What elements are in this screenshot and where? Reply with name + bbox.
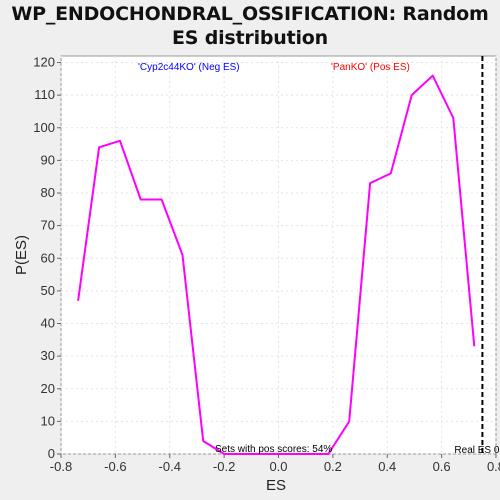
grid-lines — [60, 56, 497, 455]
y-tick-label: 120 — [33, 55, 55, 70]
y-tick-label: 70 — [41, 218, 55, 233]
y-tick-label: 30 — [41, 348, 55, 363]
y-tick-label: 10 — [41, 413, 55, 428]
y-tick-label: 90 — [41, 152, 55, 167]
y-tick-label: 20 — [41, 381, 55, 396]
pos-scores-label: Sets with pos scores: 54% — [215, 444, 332, 455]
y-tick-label: 100 — [33, 120, 55, 135]
axis-ticks: 0 10 20 30 40 50 60 70 80 90 100 110 120 -0.8 -0.6 -0.4… — [33, 55, 500, 474]
real-es-layer: Real ES 0.7 — [454, 56, 500, 456]
x-tick-label: 0.2 — [324, 459, 342, 474]
x-tick-label: -0.8 — [50, 459, 72, 474]
x-tick-label: 0.0 — [269, 459, 287, 474]
x-tick-label: 0.4 — [378, 459, 396, 474]
real-es-label: Real ES 0.7 — [454, 445, 500, 456]
x-tick-label: -0.4 — [159, 459, 181, 474]
pos-es-label: 'PanKO' (Pos ES) — [331, 62, 410, 73]
x-tick-label: -0.6 — [104, 459, 126, 474]
x-tick-label: 0.6 — [433, 459, 451, 474]
x-axis-title: ES — [266, 477, 286, 494]
y-tick-label: 110 — [34, 87, 55, 102]
neg-es-label: 'Cyp2c44KO' (Neg ES) — [138, 62, 240, 73]
y-axis-title: P(ES) — [13, 235, 30, 275]
y-tick-label: 60 — [41, 250, 55, 265]
y-tick-label: 80 — [41, 185, 55, 200]
plot-area — [60, 55, 497, 455]
series-layer — [77, 74, 476, 455]
y-tick-label: 0 — [48, 446, 55, 461]
y-tick-label: 50 — [41, 283, 55, 298]
chart-title: WP_ENDOCHONDRAL_OSSIFICATION: Random ES … — [11, 3, 489, 49]
x-tick-label: -0.2 — [213, 459, 235, 474]
distribution-line — [77, 74, 476, 455]
y-tick-label: 40 — [41, 316, 55, 331]
x-tick-label: 0.8 — [487, 459, 500, 474]
